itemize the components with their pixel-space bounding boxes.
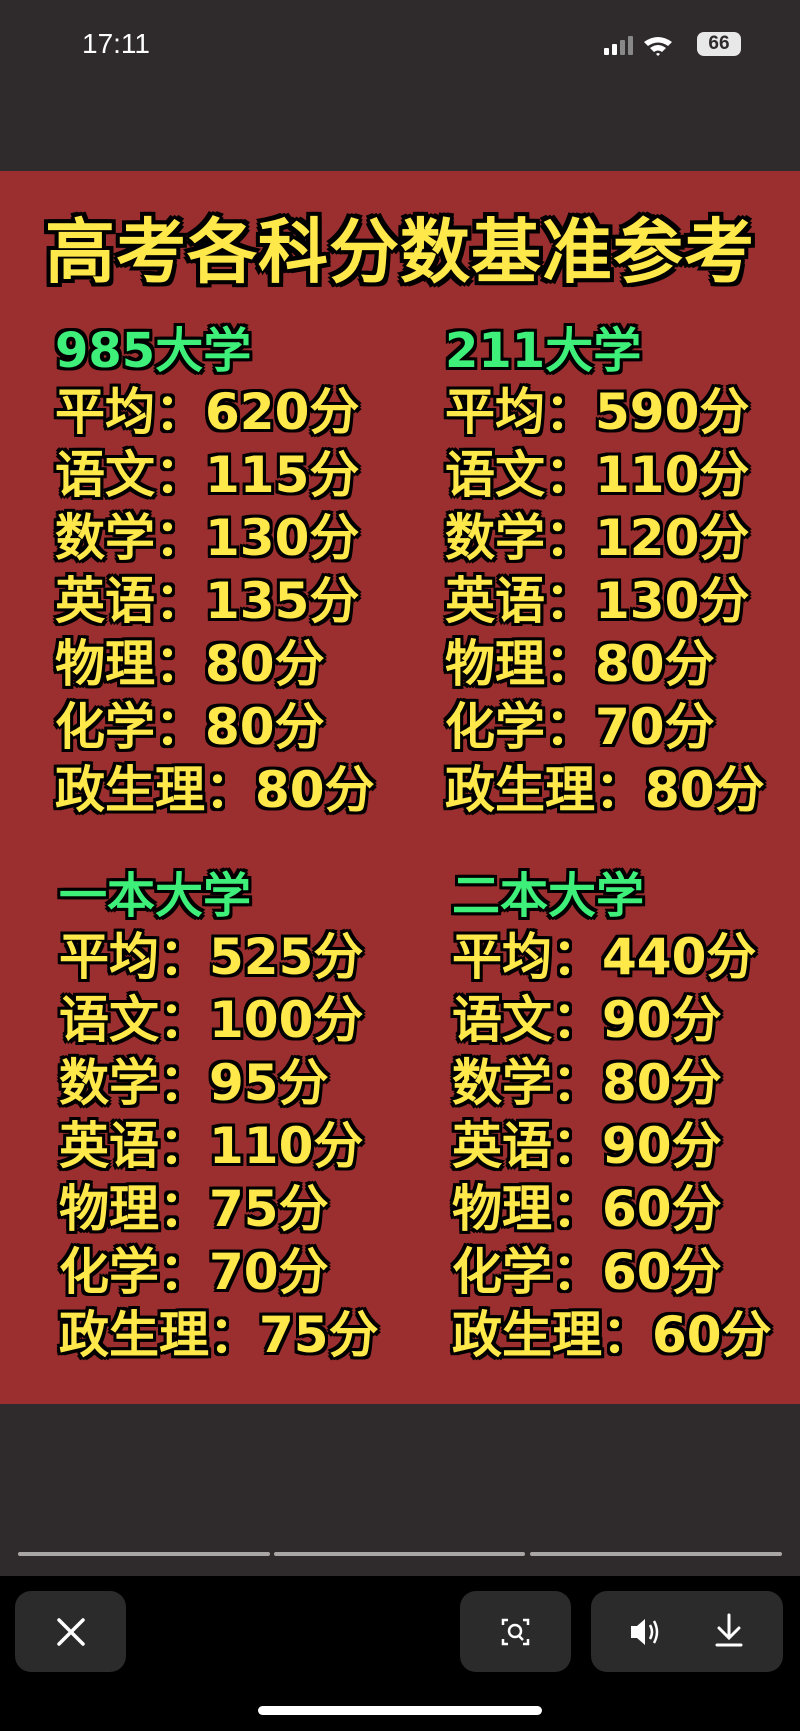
progress-segment	[274, 1552, 525, 1556]
status-time: 17:11	[82, 28, 150, 59]
status-icons	[604, 36, 672, 56]
score-row: 政生理：75分	[59, 1306, 379, 1364]
score-block: 211大学 平均：590分 语文：110分 数学：120分 英语：130分 物理：80分化…	[445, 321, 765, 822]
score-row: 英语：110分	[59, 1117, 364, 1175]
score-row: 语文：110分	[445, 446, 750, 504]
score-row: 物理：80分	[55, 635, 325, 693]
block-heading: 211大学	[445, 323, 642, 379]
score-row: 平均：620分	[55, 383, 360, 441]
score-row: 化学：80分	[55, 698, 325, 756]
score-row: 语文：90分	[452, 991, 722, 1049]
score-block: 二本大学 平均：440分 语文：90分 数学：80分 英语：90分 物理：60分 化学：60…	[452, 866, 772, 1367]
block-heading: 一本大学	[59, 868, 252, 924]
score-row: 政生理：60分	[452, 1306, 772, 1364]
score-row: 数学：120分	[445, 509, 750, 567]
score-row: 语文：115分	[55, 446, 360, 504]
score-row: 政生理：80分	[55, 761, 375, 819]
score-row: 物理：80分	[445, 635, 715, 693]
poster: 高考各科分数基准参考 985大学 平均：620分 语文：115分 数学：130分 英语：…	[0, 171, 800, 1404]
home-indicator	[258, 1706, 542, 1715]
block-heading: 二本大学	[452, 868, 645, 924]
progress-segment	[18, 1552, 270, 1556]
progress-segment	[530, 1552, 782, 1556]
poster-title: 高考各科分数基准参考	[45, 211, 755, 293]
score-row: 英语：130分	[445, 572, 750, 630]
score-row: 物理：75分	[59, 1180, 329, 1238]
score-row: 化学：70分	[59, 1243, 329, 1301]
battery: 66	[697, 32, 741, 56]
score-row: 平均：590分	[445, 383, 750, 441]
score-row: 数学：80分	[452, 1054, 722, 1112]
score-row: 数学：130分	[55, 509, 360, 567]
block-heading: 985大学	[55, 323, 252, 379]
score-row: 英语：135分	[55, 572, 360, 630]
score-row: 数学：95分	[59, 1054, 329, 1112]
score-row: 语文：100分	[59, 991, 364, 1049]
score-row: 化学：60分	[452, 1243, 722, 1301]
score-block: 一本大学 平均：525分 语文：100分 数学：95分 英语：110分 物理：75分 化学：…	[59, 866, 379, 1367]
score-row: 英语：90分	[452, 1117, 722, 1175]
score-block: 985大学 平均：620分 语文：115分 数学：130分 英语：135分 物理：80分化…	[55, 321, 375, 822]
score-row: 物理：60分	[452, 1180, 722, 1238]
close-button[interactable]	[15, 1591, 126, 1672]
score-row: 平均：440分	[452, 928, 757, 986]
media-controls	[591, 1591, 783, 1672]
sound-button[interactable]	[591, 1591, 783, 1672]
scan-button[interactable]	[460, 1591, 571, 1672]
score-row: 化学：70分	[445, 698, 715, 756]
score-row: 政生理：80分	[445, 761, 765, 819]
score-row: 平均：525分	[59, 928, 364, 986]
